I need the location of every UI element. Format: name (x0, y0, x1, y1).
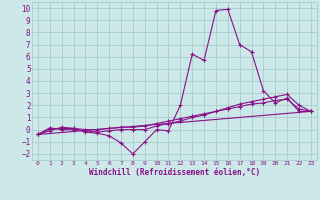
X-axis label: Windchill (Refroidissement éolien,°C): Windchill (Refroidissement éolien,°C) (89, 168, 260, 177)
